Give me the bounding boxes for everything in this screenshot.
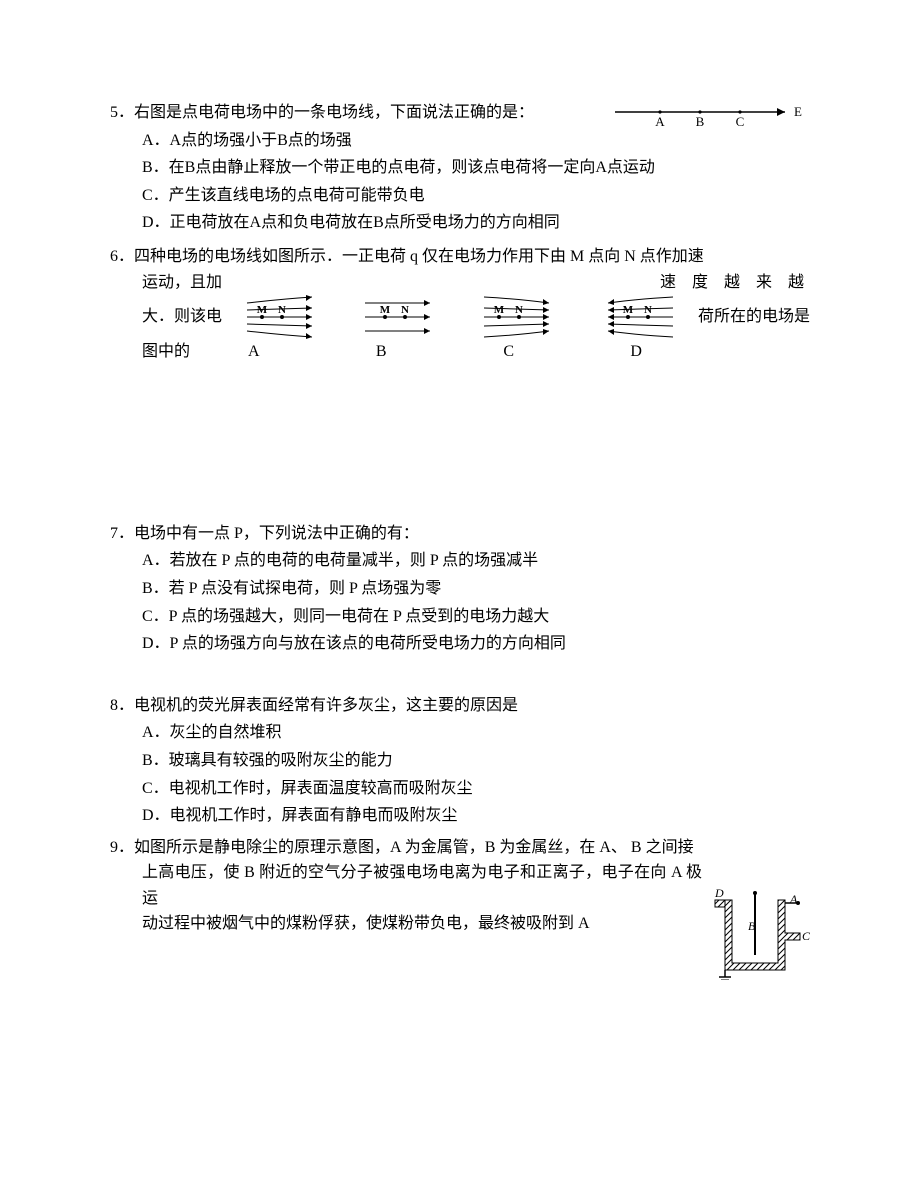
question-8: 8．电视机的荧光屏表面经常有许多灰尘，这主要的原因是 A．灰尘的自然堆积 B．玻… [110, 693, 810, 829]
gap-1 [110, 371, 810, 521]
q6-row2-left: 运动，且加 [142, 270, 222, 296]
q9-stem-line2: 上高电压，使 B 附近的空气分子被强电场电离为电子和正离子，电子在向 A 极运 [110, 860, 810, 911]
q8-option-d: D．电视机工作时，屏表面有静电而吸附灰尘 [110, 803, 810, 829]
q8-stem: 8．电视机的荧光屏表面经常有许多灰尘，这主要的原因是 [110, 693, 810, 719]
q8-stem-text: 电视机的荧光屏表面经常有许多灰尘，这主要的原因是 [134, 697, 518, 714]
q6-row3-left: 大．则该电 [142, 304, 222, 330]
q7-option-b: B．若 P 点没有试探电荷，则 P 点场强为零 [110, 576, 810, 602]
question-9: D A B C 9．如图所示是静电除尘的原理示意图，A 为金属管，B 为金属丝，… [110, 835, 810, 980]
q7-stem: 7．电场中有一点 P，下列说法中正确的有： [110, 521, 810, 547]
q6-diagram-d: M N [598, 295, 678, 339]
q5-diagram: A B C E [610, 102, 810, 130]
q6-label-c: C [469, 339, 549, 365]
q5-point-a: A [655, 114, 665, 129]
q9-stem-text1: 如图所示是静电除尘的原理示意图，A 为金属管，B 为金属丝，在 A、 B 之间接 [134, 839, 694, 856]
svg-text:M: M [623, 304, 634, 316]
svg-text:D: D [714, 886, 724, 900]
q9-stem-line3: 动过程中被烟气中的煤粉俘获，使煤粉带负电，最终被吸附到 A [110, 911, 810, 937]
svg-text:N: N [644, 304, 652, 316]
q5-label-e: E [794, 104, 802, 119]
q8-option-a: A．灰尘的自然堆积 [110, 720, 810, 746]
svg-text:M: M [256, 304, 267, 316]
q6-row4-left: 图中的 [142, 339, 190, 365]
q8-option-c: C．电视机工作时，屏表面温度较高而吸附灰尘 [110, 776, 810, 802]
q6-stem-text1: 四种电场的电场线如图所示．一正电荷 q 仅在电场力作用下由 M 点向 N 点作加… [134, 248, 704, 265]
q6-row3: 大．则该电 M N [110, 295, 810, 339]
q6-figure-row: M N M N [222, 295, 698, 339]
gap-2 [110, 663, 810, 693]
q8-option-b: B．玻璃具有较强的吸附灰尘的能力 [110, 748, 810, 774]
question-7: 7．电场中有一点 P，下列说法中正确的有： A．若放在 P 点的电荷的电荷量减半… [110, 521, 810, 657]
q5-stem-text: 右图是点电荷电场中的一条电场线，下面说法正确的是： [134, 104, 534, 121]
q9-stem-line1: 9．如图所示是静电除尘的原理示意图，A 为金属管，B 为金属丝，在 A、 B 之… [110, 835, 810, 861]
svg-text:N: N [515, 304, 523, 316]
q5-option-a: A．A点的场强小于B点的场强 [110, 128, 810, 154]
svg-text:M: M [380, 304, 391, 316]
q5-point-c: C [736, 114, 745, 129]
q5-option-d: D．正电荷放在A点和负电荷放在B点所受电场力的方向相同 [110, 210, 810, 236]
q6-row2: 运动，且加 速 度 越 来 越 [110, 270, 810, 296]
q6-label-d: D [596, 339, 676, 365]
svg-text:N: N [402, 304, 410, 316]
q7-option-d: D．P 点的场强方向与放在该点的电荷所受电场力的方向相同 [110, 631, 810, 657]
q7-option-a: A．若放在 P 点的电荷的电荷量减半，则 P 点的场强减半 [110, 548, 810, 574]
q6-diagram-c: M N [479, 295, 559, 339]
q7-option-c: C．P 点的场强越大，则同一电荷在 P 点受到的电场力越大 [110, 604, 810, 630]
q5-point-b: B [696, 114, 705, 129]
q7-stem-text: 电场中有一点 P，下列说法中正确的有： [134, 525, 419, 542]
svg-text:C: C [802, 929, 810, 943]
svg-text:M: M [494, 304, 505, 316]
q9-diagram: D A B C [710, 885, 810, 980]
svg-text:B: B [748, 919, 756, 933]
q8-number: 8． [110, 697, 134, 714]
q7-number: 7． [110, 525, 134, 542]
q6-diagram-a: M N [242, 295, 322, 339]
question-5: A B C E 5．右图是点电荷电场中的一条电场线，下面说法正确的是： A．A点… [110, 100, 810, 238]
q6-label-b: B [341, 339, 421, 365]
q6-stem-line1: 6．四种电场的电场线如图所示．一正电荷 q 仅在电场力作用下由 M 点向 N 点… [110, 244, 810, 270]
q6-row3-right: 荷所在的电场是 [698, 304, 810, 330]
question-6: 6．四种电场的电场线如图所示．一正电荷 q 仅在电场力作用下由 M 点向 N 点… [110, 244, 810, 365]
q5-option-b: B．在B点由静止释放一个带正电的点电荷，则该点电荷将一定向A点运动 [110, 155, 810, 181]
q5-option-c: C．产生该直线电场的点电荷可能带负电 [110, 183, 810, 209]
q6-row4: 图中的 A B C D [110, 339, 810, 365]
q5-number: 5． [110, 104, 134, 121]
q6-row2-right: 速 度 越 来 越 [660, 270, 810, 296]
q6-label-a: A [214, 339, 294, 365]
q6-diagram-b: M N [360, 295, 440, 339]
q6-number: 6． [110, 248, 134, 265]
svg-text:N: N [278, 304, 286, 316]
q9-number: 9． [110, 839, 134, 856]
q6-labels-row: A B C D [190, 339, 700, 365]
